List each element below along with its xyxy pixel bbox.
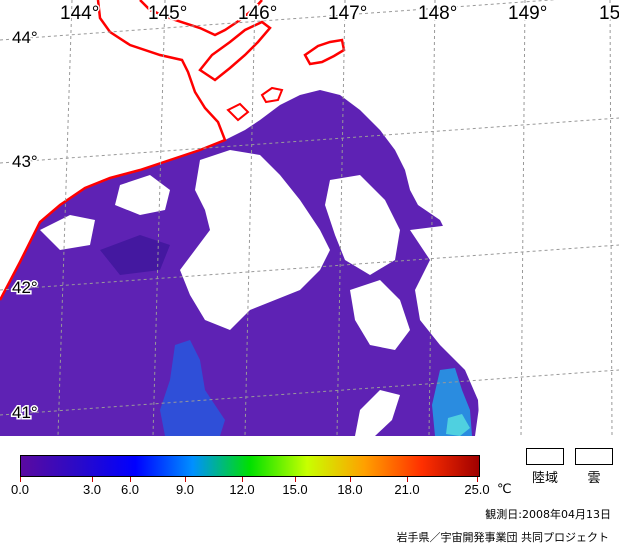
observation-date: 観測日:2008年04月13日 bbox=[485, 508, 611, 521]
colorbar-tick-label: 12.0 bbox=[229, 482, 255, 497]
cloud-area bbox=[180, 150, 330, 330]
cloud-area bbox=[115, 175, 170, 215]
legend-panel: 0.0 3.0 6.0 9.0 12.0 15.0 18.0 21.0 25.0 ℃ 陸域 雲 … bbox=[0, 436, 619, 546]
colorbar-tick-label: 6.0 bbox=[120, 482, 140, 497]
latitude-label: 41° bbox=[12, 403, 38, 422]
warm-water-filament bbox=[160, 340, 225, 436]
colorbar-tick-label: 18.0 bbox=[337, 482, 363, 497]
colorbar-tick bbox=[20, 477, 21, 482]
longitude-label: 15 bbox=[599, 3, 619, 24]
island-coast bbox=[226, 102, 250, 122]
unit-label: ℃ bbox=[497, 482, 512, 497]
longitude-label: 146° bbox=[238, 3, 277, 24]
kunashiri-coast bbox=[198, 20, 272, 82]
coastline bbox=[139, 0, 263, 37]
cloud-key-swatch bbox=[575, 448, 613, 465]
longitude-label: 148° bbox=[418, 3, 457, 24]
latitude-label: 42° bbox=[12, 278, 38, 297]
colorbar-tick bbox=[242, 477, 243, 482]
cloud-area bbox=[325, 175, 400, 275]
longitude-label: 149° bbox=[508, 3, 547, 24]
cloud-area bbox=[355, 390, 400, 436]
land-area bbox=[0, 0, 225, 300]
colorbar-tick bbox=[407, 477, 408, 482]
colorbar-tick bbox=[130, 477, 131, 482]
island-coast bbox=[303, 38, 346, 66]
colorbar-tick-label: 3.0 bbox=[82, 482, 102, 497]
sea-surface-temperature-map: 144° 145° 146° 147° 148° 149° 15 44° 43°… bbox=[0, 0, 619, 436]
graticule bbox=[0, 0, 619, 436]
latitude-label: 43° bbox=[12, 152, 38, 171]
cloud-area bbox=[40, 215, 95, 250]
colorbar-tick-label: 15.0 bbox=[282, 482, 308, 497]
warm-water-filament bbox=[446, 414, 470, 436]
cloud-area bbox=[350, 280, 410, 350]
colorbar-tick-label: 0.0 bbox=[10, 482, 30, 497]
land-key-swatch bbox=[526, 448, 564, 465]
cloud-area bbox=[410, 225, 619, 436]
cloud-key-label: 雲 bbox=[587, 471, 601, 486]
colorbar-tick bbox=[185, 477, 186, 482]
colorbar-tick bbox=[92, 477, 93, 482]
colorbar-tick-label: 21.0 bbox=[394, 482, 420, 497]
sea-dark-patch bbox=[100, 235, 170, 275]
colorbar-tick-label: 25.0 bbox=[464, 482, 490, 497]
latitude-label: 44° bbox=[12, 28, 38, 47]
longitude-label: 147° bbox=[328, 3, 367, 24]
colorbar-tick bbox=[477, 477, 478, 482]
colorbar-tick bbox=[295, 477, 296, 482]
coastline bbox=[0, 0, 227, 301]
temperature-colorbar bbox=[20, 455, 480, 477]
island-coast bbox=[260, 86, 284, 104]
colorbar-tick-label: 9.0 bbox=[175, 482, 195, 497]
colorbar-tick bbox=[350, 477, 351, 482]
land-key-label: 陸域 bbox=[531, 471, 559, 486]
credit-text: 岩手県／宇宙開発事業団 共同プロジェクト bbox=[396, 531, 610, 544]
longitude-label: 144° bbox=[60, 3, 99, 24]
longitude-label: 145° bbox=[148, 3, 187, 24]
